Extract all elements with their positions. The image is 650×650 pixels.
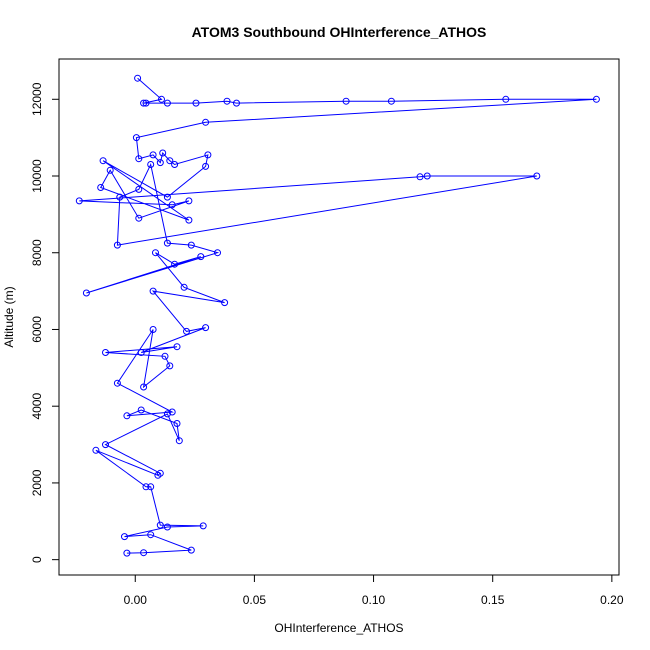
data-point [149,326,157,333]
chart-title: ATOM3 Southbound OHInterference_ATHOS [192,24,487,40]
x-axis-label: OHInterference_ATHOS [274,621,403,635]
data-point [180,283,188,291]
data-point [92,446,100,454]
data-point [533,172,541,180]
data-point [132,134,140,142]
data-point [102,349,109,356]
data-point [113,241,121,249]
data-point [154,471,162,479]
data-point [387,97,395,105]
data-point [137,406,145,414]
data-point [142,99,150,107]
x-tick-label: 0.20 [600,593,624,607]
data-point [166,157,174,165]
data-point [163,193,171,201]
data-point [173,420,181,427]
data-point [168,201,176,209]
x-axis: 0.00 0.05 0.10 0.15 0.20 [124,574,624,607]
data-point [123,549,131,557]
data-point [163,523,171,531]
data-point [137,349,145,356]
data-point [168,408,176,416]
data-point [423,172,431,180]
data-point [158,95,165,103]
data-point [221,299,229,307]
data-point [99,157,107,165]
data-point [175,437,183,445]
data-point [140,549,148,557]
y-tick-label: 0 [30,556,44,563]
data-point [202,162,210,170]
y-tick-label: 12000 [30,82,44,116]
data-point [187,241,195,249]
data-point [123,412,131,420]
data-point [592,95,600,103]
data-point [185,216,193,224]
data-point [82,289,90,297]
data-point [202,324,210,332]
y-tick-label: 6000 [30,316,44,343]
data-point [75,197,83,205]
data-point [156,159,164,167]
data-point [147,531,155,539]
data-point [163,410,171,418]
data-point [214,249,221,257]
data-point [171,260,179,268]
data-point [342,97,350,105]
data-point [142,483,150,491]
data-point [135,185,143,193]
x-tick-label: 0.15 [481,593,505,607]
data-point [197,253,205,261]
data-point [161,352,169,360]
data-point [171,161,179,168]
data-point [159,149,167,157]
data-point [199,522,207,530]
data-point [140,383,148,391]
data-point [147,483,155,491]
data-point [149,151,157,159]
y-tick-label: 10000 [30,159,44,193]
y-tick-label: 2000 [30,469,44,496]
data-point [134,74,142,82]
data-point [204,151,212,159]
data-point [135,214,143,222]
data-point [135,155,143,163]
data-point [502,95,510,103]
y-axis-label: Altitude (m) [2,286,16,347]
data-point [183,327,190,335]
x-tick-label: 0.05 [243,593,267,607]
data-point [102,441,109,449]
data-point [166,362,174,370]
data-point [223,97,231,105]
data-point [185,197,193,205]
data-point [97,184,105,191]
data-point [149,287,157,295]
series-line [79,77,597,554]
x-tick-label: 0.00 [124,593,148,607]
data-point [416,173,424,181]
y-tick-label: 4000 [30,393,44,420]
data-point [147,161,155,168]
data-point [233,99,240,107]
data-point [202,118,210,126]
data-point [140,99,148,107]
x-tick-label: 0.10 [362,593,386,607]
data-point [116,193,124,201]
y-axis: 0 2000 4000 6000 8000 10000 12000 [30,82,60,563]
data-point [163,99,171,107]
data-point [156,521,164,529]
data-point [173,343,181,351]
data-point [113,379,121,387]
y-tick-label: 8000 [30,239,44,266]
data-point [163,239,171,247]
data-point [152,249,159,257]
data-series [75,74,600,557]
data-point [187,546,195,554]
data-point [121,533,128,541]
data-point [106,166,114,174]
data-point [192,99,200,107]
